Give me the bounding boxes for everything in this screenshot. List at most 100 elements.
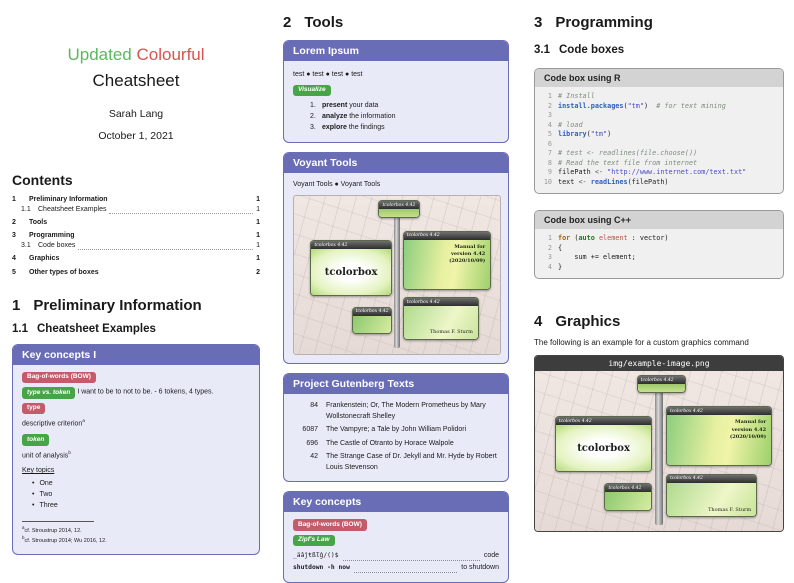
r-code-box-title: Code box using R xyxy=(535,69,783,87)
signpost-pole xyxy=(393,200,401,348)
document-title-line1: Updated Colourful xyxy=(12,42,260,68)
toc-entry-3-1[interactable]: 3.1 Code boxes 1 xyxy=(21,242,260,251)
gutenberg-title: Project Gutenberg Texts xyxy=(284,374,508,395)
title-word-updated: Updated xyxy=(67,45,132,64)
table-of-contents: 1 Preliminary Information 1 1.1 Cheatshe… xyxy=(12,195,260,278)
tcb-mini-header: tcolorbox 4.42 xyxy=(311,241,391,250)
footnote-rule xyxy=(22,521,94,523)
author: Sarah Lang xyxy=(108,107,164,120)
tcb-mini-header: tcolorbox 4.42 xyxy=(555,417,652,426)
gutenberg-id: 84 xyxy=(310,402,318,410)
column-1: Updated Colourful Cheatsheet Sarah Lang … xyxy=(12,0,260,555)
type-vs-token-text: I want to be to not to be. - 6 tokens, 4… xyxy=(77,388,214,396)
lorem-ipsum-box: Lorem Ipsum test ● test ● test ● test Vi… xyxy=(283,40,509,143)
column-2: 2 Tools Lorem Ipsum test ● test ● test ● … xyxy=(283,0,509,583)
footnote-b: bcf. Stroustrup 2014; Wu 2016, 12. xyxy=(22,535,107,545)
toc-entry-3[interactable]: 3 Programming 1 xyxy=(12,232,260,240)
footnote-mark-a: a xyxy=(82,418,85,424)
section-3-heading: 3 Programming xyxy=(534,14,653,31)
gutenberg-id: 696 xyxy=(306,439,318,447)
tcb-right-box: tcolorbox 4.42 Manual for version 4.42 (… xyxy=(402,230,492,290)
subsection-1-1-heading: 1.1 Cheatsheet Examples xyxy=(12,322,156,335)
tcb-bottom-right-box: tcolorbox 4.42 Thomas F. Sturm xyxy=(402,297,479,341)
tcb-author-text: Thomas F. Sturm xyxy=(666,482,757,517)
dotted-leader xyxy=(342,559,480,561)
tcb-manual-text: Manual for version 4.42 (2020/10/09) xyxy=(403,239,491,289)
gutenberg-table: 84 Frankenstein; Or, The Modern Promethe… xyxy=(293,401,499,473)
dotted-leader xyxy=(353,571,458,573)
example-figure: img/example-image.png tcolorbox 4.42 tco… xyxy=(534,355,784,533)
tcb-right-box: tcolorbox 4.42 Manual for version 4.42 (… xyxy=(665,406,773,466)
toc-entry-5[interactable]: 5 Other types of boxes 2 xyxy=(12,268,260,276)
footnote-a: acf. Stroustrup 2014, 12. xyxy=(22,525,82,535)
column-3: 3 Programming 3.1 Code boxes Code box usin… xyxy=(534,0,784,533)
cpp-code-box: Code box using C++ 1 for (auto element : … xyxy=(534,210,784,280)
bow-badge: Bag-of-words (BOW) xyxy=(22,371,96,384)
step-item: 3. explore the findings xyxy=(310,124,385,132)
toc-entry-4[interactable]: 4 Graphics 1 xyxy=(12,255,260,264)
title-block: Updated Colourful Cheatsheet Sarah Lang … xyxy=(12,42,260,142)
image-path-label: img/example-image.png xyxy=(535,356,783,372)
gutenberg-id: 6087 xyxy=(302,426,318,434)
topic-item: One xyxy=(32,479,250,490)
cpp-code-box-title: Code box using C++ xyxy=(535,211,783,230)
cpp-code: 1 for (auto element : vector) 2{3 sum += e… xyxy=(547,234,669,271)
toc-entry-2[interactable]: 2 Tools 1 xyxy=(12,218,260,227)
type-description: descriptive criterion xyxy=(22,420,83,428)
voyant-image: tcolorbox 4.42 tcolorbox 4.42 tcolorbox … xyxy=(293,195,501,356)
key-concepts-1-box: Key concepts I Bag-of-words (BOW) type v… xyxy=(12,343,260,555)
step-item: 2. analyze the information xyxy=(310,113,396,121)
token-badge: token xyxy=(22,434,50,446)
gutenberg-id: 42 xyxy=(310,453,318,461)
topic-item: Two xyxy=(32,490,250,501)
voyant-items-line: Voyant Tools ● Voyant Tools xyxy=(293,180,381,188)
tcb-bottom-left-box: tcolorbox 4.42 xyxy=(604,483,653,511)
r-code-box: Code box using R 1 # Install 2 install.pack… xyxy=(534,68,784,195)
bow-badge: Bag-of-words (BOW) xyxy=(293,519,367,531)
dict-row: shutdown -h now to shutdown xyxy=(293,563,499,573)
key-concepts-2-title: Key concepts xyxy=(284,492,508,513)
contents-heading: Contents xyxy=(12,171,73,188)
example-image: tcolorbox 4.42 tcolorbox 4.42 tcolorbox … xyxy=(535,371,783,532)
toc-entry-1-1[interactable]: 1.1 Cheatsheet Examples 1 xyxy=(21,205,260,214)
topic-item: Three xyxy=(32,501,250,512)
tcolorbox-logo-text: tcolorbox xyxy=(324,266,378,278)
tcb-left-box: tcolorbox 4.42 tcolorbox xyxy=(310,240,392,297)
toc-entry-1[interactable]: 1 Preliminary Information 1 xyxy=(12,195,260,203)
tcb-manual-text: Manual for version 4.42 (2020/10/09) xyxy=(666,415,772,465)
tcb-mini-header: tcolorbox 4.42 xyxy=(666,474,757,483)
toc-leader xyxy=(109,212,254,214)
test-items-line: test ● test ● test ● test xyxy=(293,71,363,78)
section-2-heading: 2 Tools xyxy=(283,14,344,31)
toc-leader xyxy=(78,248,254,251)
tcolorbox-logo-text: tcolorbox xyxy=(577,442,630,454)
voyant-tools-title: Voyant Tools xyxy=(284,152,508,173)
type-badge: type xyxy=(22,402,46,415)
gutenberg-box: Project Gutenberg Texts 84 Frankenstein;… xyxy=(283,373,509,483)
date: October 1, 2021 xyxy=(98,129,174,142)
tcolorbox-example-image: tcolorbox 4.42 tcolorbox 4.42 tcolorbox … xyxy=(294,196,500,355)
dict-row: _äâĵŧßľĝ/()$ code xyxy=(293,552,499,561)
toc-leader xyxy=(50,226,253,227)
toc-leader xyxy=(62,263,253,264)
visualize-badge: Visualize xyxy=(293,84,331,96)
cheatsheet-document: { "colors": { "accent_purple": "#696db6"… xyxy=(0,0,794,561)
steps-list: 1. present your data 2. analyze the info… xyxy=(293,100,499,134)
type-vs-token-badge: type vs. token xyxy=(22,387,76,399)
subsection-3-1-heading: 3.1 Code boxes xyxy=(534,44,625,56)
tcb-mini-header: tcolorbox 4.42 xyxy=(605,484,652,493)
document-title-line2: Cheatsheet xyxy=(92,71,180,91)
token-description: unit of analysis xyxy=(22,451,69,459)
tcb-bottom-left-box: tcolorbox 4.42 xyxy=(351,306,392,334)
step-item: 1. present your data xyxy=(310,102,379,109)
tcb-top-box: tcolorbox 4.42 xyxy=(636,375,686,394)
tcb-mini-header: tcolorbox 4.42 xyxy=(379,201,419,209)
voyant-tools-box: Voyant Tools Voyant Tools ● Voyant Tools… xyxy=(283,151,509,365)
section-1-heading: 1 Preliminary Information xyxy=(12,296,202,314)
tcb-left-box: tcolorbox 4.42 tcolorbox xyxy=(554,416,653,473)
tcb-mini-header: tcolorbox 4.42 xyxy=(352,307,391,316)
gutenberg-text-title: Frankenstein; Or, The Modern Prometheus … xyxy=(326,402,486,420)
gutenberg-text-title: The Vampyre; a Tale by John William Poli… xyxy=(326,426,467,434)
tcb-mini-header: tcolorbox 4.42 xyxy=(666,407,772,416)
toc-leader xyxy=(78,239,254,240)
